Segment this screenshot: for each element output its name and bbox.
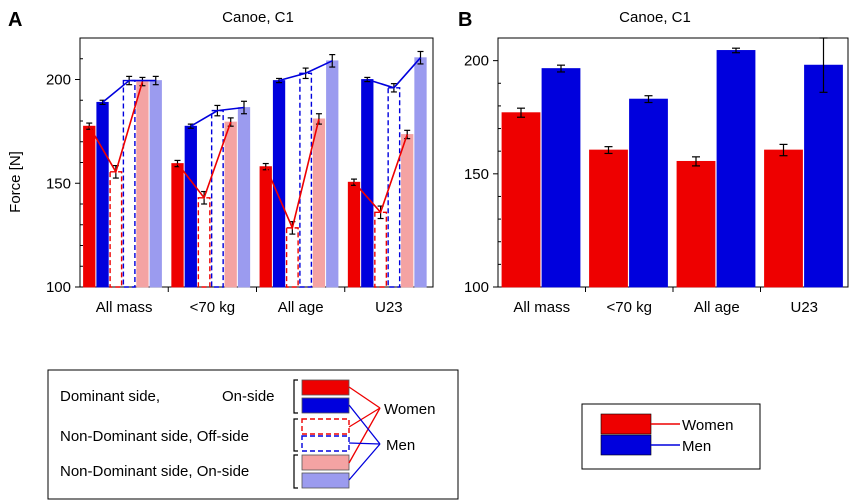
panel-a-men-trend-all-age bbox=[278, 60, 333, 82]
legend-a-swatch-dominant-men bbox=[301, 397, 350, 414]
panel-a-chart: 100 150 200 All mass <70 kg All age U23 bbox=[46, 37, 434, 316]
panel-a-bar-men-dominant-side-on-side-70-kg bbox=[184, 125, 197, 288]
panel-b-bar-women-u23 bbox=[764, 149, 803, 288]
legend-a-connector-4 bbox=[348, 404, 381, 445]
panel-a-bar-women-dominant-side-on-side-u23 bbox=[347, 181, 361, 288]
panel-a-xtick-label-70-kg: <70 kg bbox=[190, 299, 235, 316]
legend-a-bracket-3 bbox=[293, 454, 298, 489]
panel-a-bar-women-non-dominant-side-off-side-u23 bbox=[374, 211, 388, 288]
panel-a-women-trend-all-mass bbox=[88, 81, 144, 174]
panel-a-bar-men-dominant-side-on-side-all-mass bbox=[96, 101, 109, 288]
legend-a-row1-label2: On-side bbox=[222, 388, 275, 405]
legend-b-men-label: Men bbox=[682, 438, 711, 455]
panel-b-bar-women-all-mass bbox=[501, 112, 541, 288]
legend-a-men-label: Men bbox=[386, 437, 415, 454]
panel-a-bar-men-non-dominant-side-off-side-u23 bbox=[387, 87, 401, 288]
panel-a-bar-men-non-dominant-side-on-side-all-mass bbox=[149, 80, 162, 288]
panel-a-women-trend-u23 bbox=[353, 134, 408, 214]
panel-a-ytick-label: 200 bbox=[46, 72, 71, 89]
panel-a-bar-men-non-dominant-side-off-side-70-kg bbox=[210, 109, 224, 288]
panel-b-xtick-label-u23: U23 bbox=[790, 299, 818, 316]
panel-a-xtick-label-u23: U23 bbox=[375, 299, 403, 316]
panel-a-bar-men-non-dominant-side-off-side-all-mass bbox=[122, 79, 136, 288]
legend-a-connector-1 bbox=[348, 386, 381, 409]
panel-b-chart: 100 150 200 All mass <70 kg All age U23 bbox=[464, 37, 849, 316]
panel-b-bar-men-70-kg bbox=[629, 98, 668, 288]
panel-a-ytick-label: 100 bbox=[46, 279, 71, 296]
panel-a-women-trend-70-kg bbox=[176, 121, 232, 200]
panel-b-bar-men-all-age bbox=[716, 50, 756, 288]
legend-a-bracket-2 bbox=[293, 418, 298, 452]
legend-a-connector-3 bbox=[348, 407, 381, 464]
panel-b-xtick-label-70-kg: <70 kg bbox=[607, 299, 652, 316]
panel-a-bar-women-non-dominant-side-off-side-all-age bbox=[285, 227, 299, 288]
legend-a-connector-6 bbox=[348, 443, 381, 481]
panel-a-men-trend-70-kg bbox=[190, 106, 245, 127]
panel-a-bar-men-non-dominant-side-on-side-70-kg bbox=[237, 107, 251, 288]
panel-a-bar-women-non-dominant-side-on-side-u23 bbox=[401, 134, 414, 288]
panel-a-letter: A bbox=[8, 9, 22, 31]
panel-a-bar-women-non-dominant-side-on-side-70-kg bbox=[224, 121, 237, 288]
legend-b-men-swatch bbox=[600, 434, 652, 456]
panel-a-men-trend-all-mass bbox=[102, 79, 156, 103]
legend-a-row1-label: Dominant side, bbox=[60, 388, 160, 405]
panel-a-bar-women-dominant-side-on-side-all-age bbox=[259, 166, 272, 288]
panel-a-ytick-label: 150 bbox=[46, 175, 71, 192]
legend-a-swatch-dominant-women bbox=[301, 379, 350, 396]
panel-a-xtick-label-all-mass: All mass bbox=[96, 299, 153, 316]
panel-b-ytick-label: 200 bbox=[464, 53, 489, 70]
legend-b-women-swatch bbox=[600, 413, 652, 435]
panel-b-xtick-label-all-age: All age bbox=[694, 299, 740, 316]
legend-a: Dominant side, On-side Non-Dominant side… bbox=[47, 369, 459, 500]
legend-a-connector-5 bbox=[348, 442, 381, 445]
legend-a-swatch-nondominant-women bbox=[301, 454, 350, 471]
panel-b-bar-women-all-age bbox=[676, 160, 716, 288]
panel-a-bar-men-dominant-side-on-side-u23 bbox=[361, 79, 374, 288]
legend-a-connector-2 bbox=[348, 407, 381, 428]
panel-b-bar-women-70-kg bbox=[589, 149, 628, 288]
panel-a-bar-men-non-dominant-side-off-side-all-age bbox=[299, 72, 313, 288]
panel-b-title: Canoe, C1 bbox=[619, 9, 691, 26]
panel-a-title: Canoe, C1 bbox=[222, 9, 294, 26]
panel-a-bar-women-non-dominant-side-on-side-all-age bbox=[312, 118, 326, 288]
panel-b-bar-men-all-mass bbox=[541, 68, 581, 288]
panel-b-letter: B bbox=[458, 9, 472, 31]
panel-a-bar-women-dominant-side-on-side-all-mass bbox=[83, 125, 96, 288]
panel-b-ytick-label: 100 bbox=[464, 279, 489, 296]
panel-a-ylabel: Force [N] bbox=[7, 151, 24, 213]
panel-a-bar-women-non-dominant-side-on-side-all-mass bbox=[136, 81, 149, 288]
panel-a-men-trend-u23 bbox=[367, 57, 422, 89]
panel-a-bar-men-dominant-side-on-side-all-age bbox=[272, 80, 286, 288]
legend-a-swatch-offside-men bbox=[301, 435, 350, 452]
legend-a-frame bbox=[47, 369, 459, 500]
legend-a-women-label: Women bbox=[384, 401, 435, 418]
panel-a-bar-men-non-dominant-side-on-side-u23 bbox=[414, 57, 427, 288]
legend-b: Women Men bbox=[581, 403, 761, 470]
legend-a-row3-label: Non-Dominant side, On-side bbox=[60, 463, 249, 480]
legend-a-swatches bbox=[293, 379, 381, 489]
legend-b-women-label: Women bbox=[682, 417, 733, 434]
legend-a-swatch-nondominant-men bbox=[301, 472, 350, 489]
panel-a-xtick-label-all-age: All age bbox=[278, 299, 324, 316]
panel-a-bar-women-dominant-side-on-side-70-kg bbox=[171, 163, 184, 288]
panel-b-bar-men-u23 bbox=[804, 64, 843, 288]
panel-a-bar-men-non-dominant-side-on-side-all-age bbox=[326, 60, 339, 288]
legend-a-row2-label: Non-Dominant side, Off-side bbox=[60, 428, 249, 445]
panel-a-women-trend-all-age bbox=[265, 118, 320, 231]
panel-a-bar-women-non-dominant-side-off-side-all-mass bbox=[109, 171, 123, 288]
panel-b-xtick-label-all-mass: All mass bbox=[513, 299, 570, 316]
legend-a-swatch-offside-women bbox=[301, 418, 350, 435]
panel-a-plot-frame bbox=[79, 37, 434, 288]
panel-a-bar-women-non-dominant-side-off-side-70-kg bbox=[197, 197, 211, 288]
legend-a-bracket-1 bbox=[293, 379, 298, 414]
panel-b-ytick-label: 150 bbox=[464, 166, 489, 183]
